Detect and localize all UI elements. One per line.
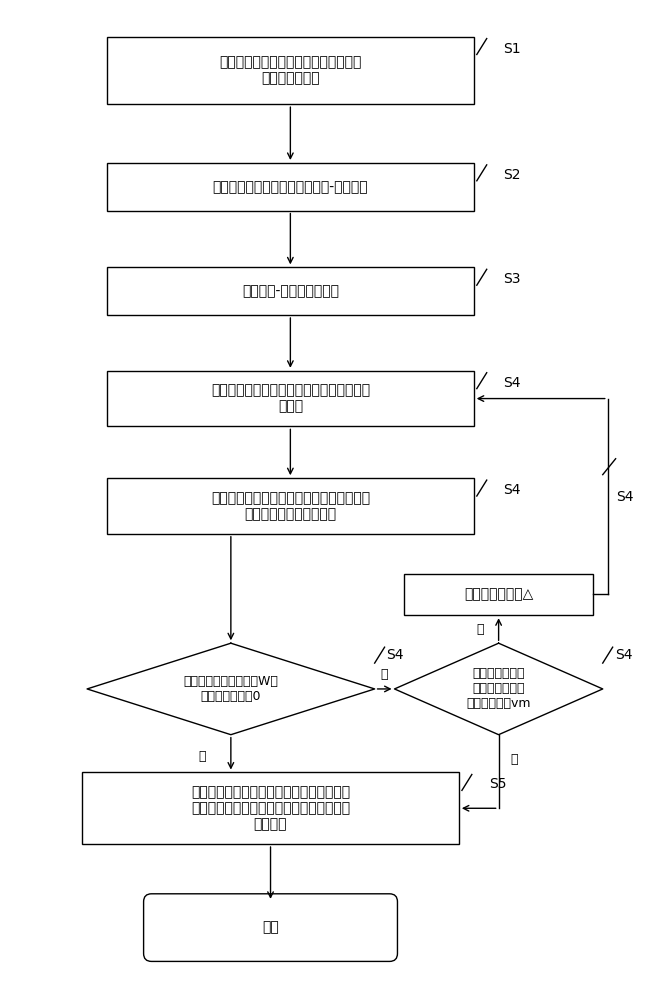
Text: 利用线性规划的方法优化各控制时段的周期
长度及其阶段的绿灯时间: 利用线性规划的方法优化各控制时段的周期 长度及其阶段的绿灯时间 (211, 491, 370, 521)
Text: 获取信号配时方案表，构建车道-相位映射: 获取信号配时方案表，构建车道-相位映射 (213, 180, 368, 194)
Polygon shape (87, 643, 375, 735)
Text: S4: S4 (504, 483, 521, 497)
Text: S2: S2 (504, 168, 521, 182)
Text: 输出最终的优化后的周期长度及各阶段绿灯
时长，将结果输入路口交通控制系统，实现
优化控制: 输出最终的优化后的周期长度及各阶段绿灯 时长，将结果输入路口交通控制系统，实现 … (191, 785, 350, 831)
Text: S4: S4 (387, 648, 404, 662)
Bar (107, 371, 474, 426)
Text: 否: 否 (476, 623, 484, 636)
Text: S4: S4 (616, 490, 633, 504)
Bar (107, 267, 474, 315)
Text: S1: S1 (504, 42, 521, 56)
Text: S4: S4 (614, 648, 632, 662)
Text: S4: S4 (504, 376, 521, 390)
Text: 设定各相位的目标饱和度，计算各相位需求
绿信比: 设定各相位的目标饱和度，计算各相位需求 绿信比 (211, 383, 370, 414)
Text: 判断优化后的目标函数W值
是否小于或等于0: 判断优化后的目标函数W值 是否小于或等于0 (183, 675, 278, 703)
Text: S5: S5 (489, 777, 506, 791)
Text: 目标饱和度是否
大于或等于最大
可容忍饱和度vm: 目标饱和度是否 大于或等于最大 可容忍饱和度vm (466, 667, 531, 710)
Text: 获取车道信息数据、信号配时方案数据
和交通流量数据: 获取车道信息数据、信号配时方案数据 和交通流量数据 (219, 55, 362, 86)
Bar (107, 478, 474, 534)
Bar (107, 37, 474, 104)
Polygon shape (394, 643, 603, 735)
Bar (107, 163, 474, 211)
Text: 结束: 结束 (262, 921, 279, 935)
Bar (404, 574, 593, 615)
Text: 是: 是 (510, 753, 518, 766)
Bar (82, 772, 459, 844)
Text: 是: 是 (199, 750, 206, 763)
Text: 目标饱和度增加△: 目标饱和度增加△ (464, 587, 533, 601)
Text: 否: 否 (381, 668, 388, 681)
Text: 提取相位-阶段分布关系表: 提取相位-阶段分布关系表 (242, 284, 339, 298)
FancyBboxPatch shape (143, 894, 398, 961)
Text: S3: S3 (504, 272, 521, 286)
